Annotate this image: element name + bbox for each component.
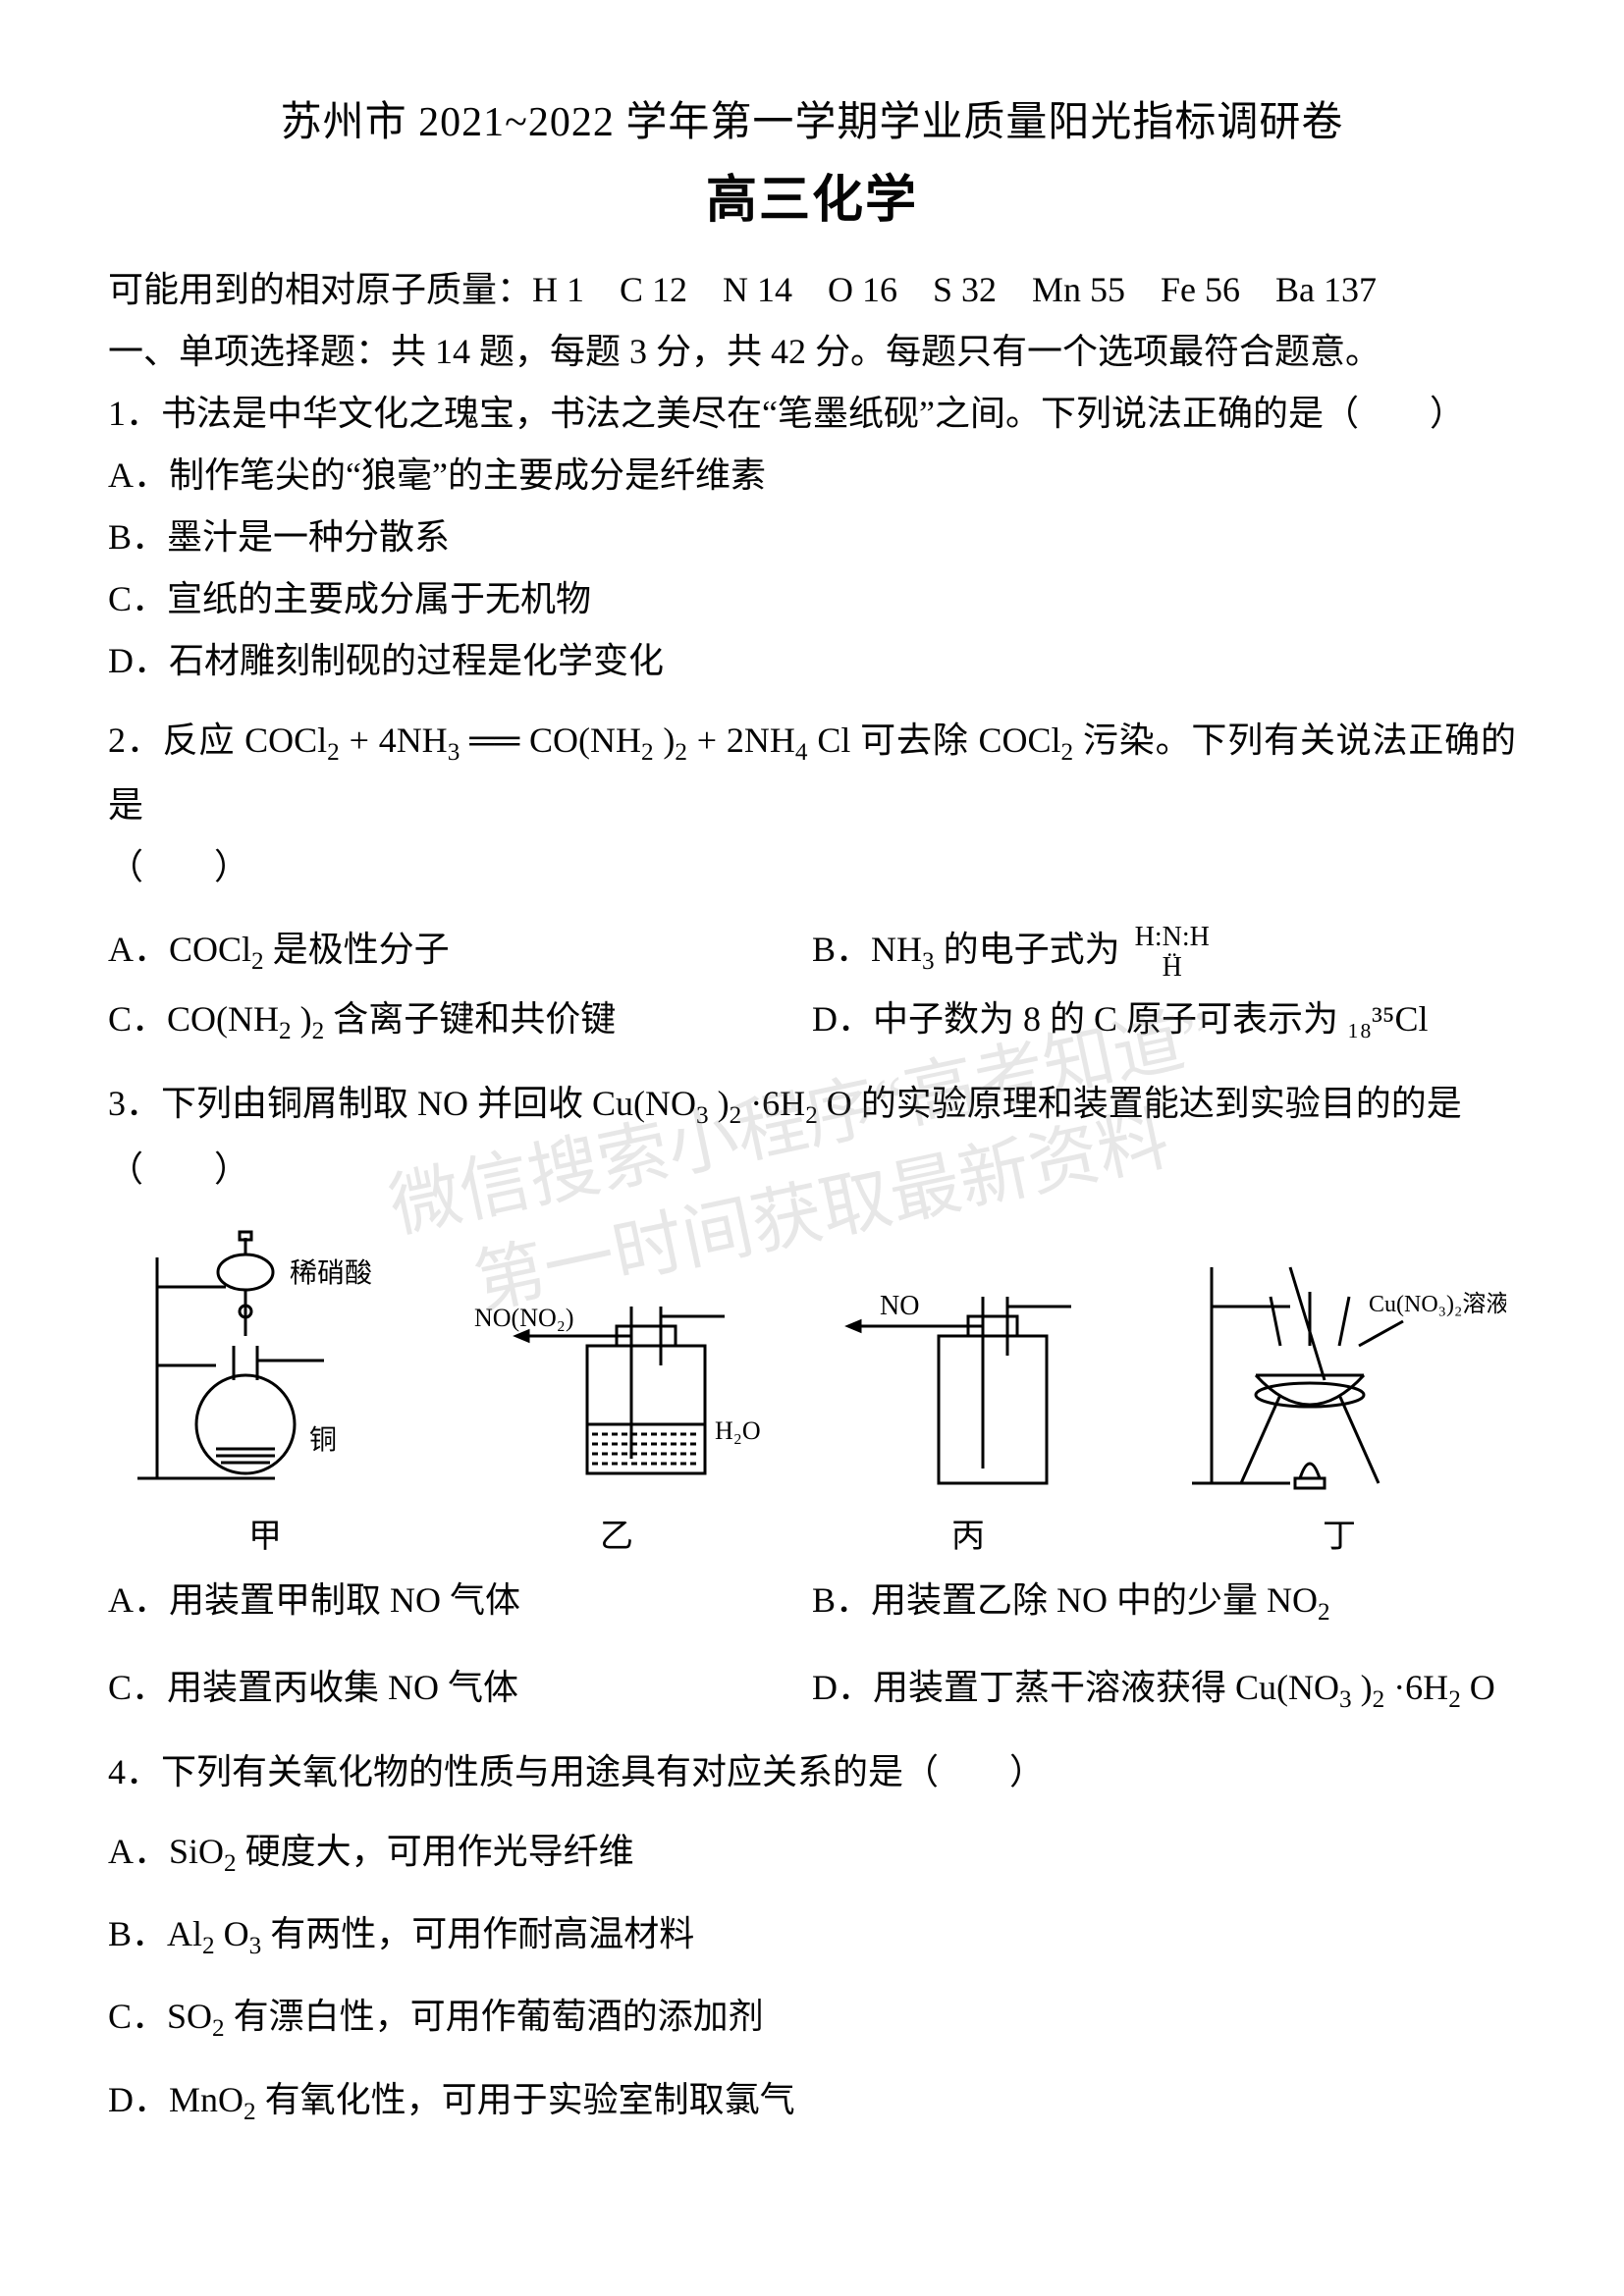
nh3-bottom: Ḧ (1135, 953, 1210, 984)
q2-opt-b: B．NH3 的电子式为 H:N:H Ḧ (812, 916, 1516, 986)
q2-stem-a: 2．反应 COCl (108, 721, 327, 760)
q3-opt-d: D．用装置丁蒸干溶液获得 Cu(NO3 )2 ·6H2 O (812, 1654, 1516, 1724)
label-h2o: H₂O (715, 1416, 761, 1445)
q2-stem-b: + 4NH (350, 721, 448, 760)
q3-opt-c: C．用装置丙收集 NO 气体 (108, 1654, 812, 1724)
q2-options-row1: A．COCl2 是极性分子 B．NH3 的电子式为 H:N:H Ḧ (108, 916, 1516, 986)
label-no-no2: NO(NO₂) (474, 1304, 574, 1332)
q3-b-pre: B．用装置乙除 NO 中的少量 NO (812, 1580, 1318, 1620)
label-xiao-suan: 稀硝酸 (290, 1257, 372, 1289)
q4-b-post: 有两性，可用作耐高温材料 (270, 1914, 694, 1953)
q3-d-post: ·6H (1393, 1668, 1448, 1707)
exam-title: 苏州市 2021~2022 学年第一学期学业质量阳光指标调研卷 (108, 88, 1516, 148)
q4-d-post: 有氧化性，可用于实验室制取氯气 (265, 2080, 795, 2119)
q4-c-pre: C．SO (108, 1997, 212, 2036)
caption-yi: 乙 (469, 1509, 764, 1557)
diagram-bing: NO 丙 (821, 1277, 1115, 1557)
q2-b-pre: B．NH (812, 930, 922, 969)
label-cuno3-sol: Cu(NO₃)₂溶液 (1369, 1291, 1506, 1317)
q3-options-row2: C．用装置丙收集 NO 气体 D．用装置丁蒸干溶液获得 Cu(NO3 )2 ·6… (108, 1654, 1516, 1724)
q3-stem-d: O 的实验原理和装置能达到实验目的的是 (827, 1084, 1462, 1123)
q4-a-pre: A．SiO (108, 1832, 224, 1871)
q1-opt-a: A．制作笔尖的“狼毫”的主要成分是纤维素 (108, 445, 1516, 507)
q3-d-end: O (1470, 1668, 1495, 1707)
q4-opt-c: C．SO2 有漂白性，可用作葡萄酒的添加剂 (108, 1986, 1516, 2051)
q2-stem-f: Cl 可去除 COCl (817, 721, 1060, 760)
q1-opt-b: B．墨汁是一种分散系 (108, 507, 1516, 568)
nh3-top: H:N:H (1135, 923, 1210, 953)
diagram-ding: Cu(NO₃)₂溶液 丁 (1172, 1238, 1506, 1557)
q4-b-pre: B．Al (108, 1914, 202, 1953)
q2-d-iso: ₁₈³⁵Cl (1347, 999, 1428, 1039)
q1-opt-d: D．石材雕刻制砚的过程是化学变化 (108, 630, 1516, 692)
q4-b-mid: O (224, 1914, 249, 1953)
caption-jia: 甲 (118, 1509, 412, 1557)
q3-options-row1: A．用装置甲制取 NO 气体 B．用装置乙除 NO 中的少量 NO2 (108, 1567, 1516, 1636)
q2-opt-c: C．CO(NH2 )2 含离子键和共价键 (108, 986, 812, 1055)
q4-d-pre: D．MnO (108, 2080, 244, 2119)
q3-opt-b: B．用装置乙除 NO 中的少量 NO2 (812, 1567, 1516, 1636)
caption-bing: 丙 (821, 1509, 1115, 1557)
apparatus-jia-icon: 稀硝酸 铜 (118, 1228, 412, 1503)
q3-stem-a: 3．下列由铜屑制取 NO 并回收 Cu(NO (108, 1084, 696, 1123)
diagram-jia: 稀硝酸 铜 甲 (118, 1228, 412, 1557)
q3-d-mid: ) (1361, 1668, 1373, 1707)
exam-subject: 高三化学 (108, 158, 1516, 232)
q4-opt-d: D．MnO2 有氧化性，可用于实验室制取氯气 (108, 2069, 1516, 2134)
q4-c-post: 有漂白性，可用作葡萄酒的添加剂 (234, 1997, 764, 2036)
q3-opt-a: A．用装置甲制取 NO 气体 (108, 1567, 812, 1636)
q1-stem: 1．书法是中华文化之瑰宝，书法之美尽在“笔墨纸砚”之间。下列说法正确的是（ ） (108, 383, 1516, 445)
q3-stem-c: ·6H (750, 1084, 805, 1123)
label-no: NO (880, 1291, 919, 1321)
diagram-yi: NO(NO₂) H₂O 乙 (469, 1277, 764, 1557)
q2-options-row2: C．CO(NH2 )2 含离子键和共价键 D．中子数为 8 的 C 原子可表示为… (108, 986, 1516, 1055)
exam-page: 微信搜索小程序“高考知道” 第一时间获取最新资料 苏州市 2021~2022 学… (0, 0, 1624, 2296)
q2-stem-d: ) (663, 721, 675, 760)
q2-paren: （ ） (108, 836, 1516, 898)
q4-opt-a: A．SiO2 硬度大，可用作光导纤维 (108, 1821, 1516, 1886)
apparatus-yi-icon: NO(NO₂) H₂O (469, 1277, 764, 1503)
atomic-mass-line: 可能用到的相对原子质量：H 1 C 12 N 14 O 16 S 32 Mn 5… (108, 259, 1516, 321)
q2-opt-a: A．COCl2 是极性分子 (108, 916, 812, 986)
q2-c-post: 含离子键和共价键 (333, 999, 616, 1039)
nh3-lewis-structure: H:N:H Ḧ (1135, 923, 1210, 984)
label-tong: 铜 (309, 1424, 337, 1456)
q2-b-post: 的电子式为 (944, 930, 1120, 969)
q1-opt-c: C．宣纸的主要成分属于无机物 (108, 568, 1516, 630)
q2-stem: 2．反应 COCl2 + 4NH3 ══ CO(NH2 )2 + 2NH4 Cl… (108, 710, 1516, 836)
q2-c-pre: C．CO(NH (108, 999, 279, 1039)
q2-d-pre: D．中子数为 8 的 C 原子可表示为 (812, 999, 1347, 1039)
q4-opt-b: B．Al2 O3 有两性，可用作耐高温材料 (108, 1903, 1516, 1968)
q4-stem: 4．下列有关氧化物的性质与用途具有对应关系的是（ ） (108, 1741, 1516, 1803)
q2-c-mid: ) (300, 999, 312, 1039)
q3-stem: 3．下列由铜屑制取 NO 并回收 Cu(NO3 )2 ·6H2 O 的实验原理和… (108, 1073, 1516, 1138)
q4-a-post: 硬度大，可用作光导纤维 (245, 1832, 634, 1871)
q3-diagrams: 稀硝酸 铜 甲 (108, 1228, 1516, 1557)
section-intro: 一、单项选择题：共 14 题，每题 3 分，共 42 分。每题只有一个选项最符合… (108, 321, 1516, 383)
q3-d-pre: D．用装置丁蒸干溶液获得 Cu(NO (812, 1668, 1339, 1707)
q2-a-post: 是极性分子 (273, 930, 450, 969)
apparatus-ding-icon: Cu(NO₃)₂溶液 (1172, 1238, 1506, 1503)
q3-stem-b: ) (718, 1084, 730, 1123)
q3-paren: （ ） (108, 1139, 1516, 1201)
caption-ding: 丁 (1172, 1509, 1506, 1557)
q2-opt-d: D．中子数为 8 的 C 原子可表示为 ₁₈³⁵Cl (812, 986, 1516, 1055)
q2-stem-e: + 2NH (697, 721, 795, 760)
apparatus-bing-icon: NO (821, 1277, 1115, 1503)
q2-a-pre: A．COCl (108, 930, 251, 969)
q2-stem-c: ══ CO(NH (469, 721, 641, 760)
